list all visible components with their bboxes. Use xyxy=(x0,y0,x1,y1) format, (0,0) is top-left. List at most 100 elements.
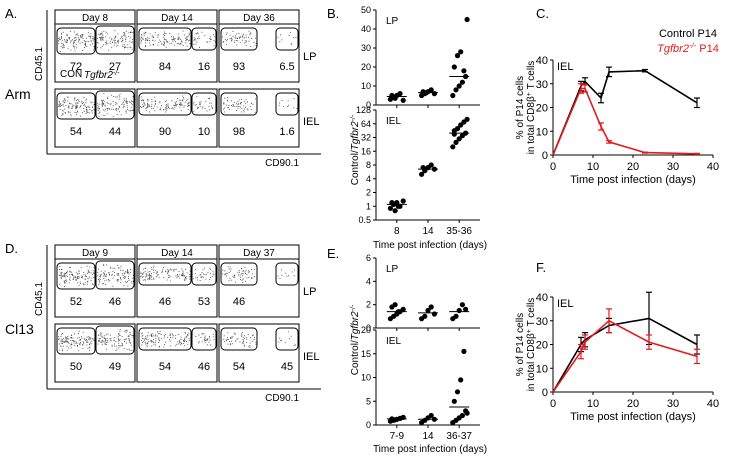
flow-event xyxy=(245,270,247,272)
flow-event xyxy=(154,103,156,105)
flow-event xyxy=(74,98,76,99)
flow-event xyxy=(188,102,190,103)
flow-event xyxy=(67,37,69,39)
flow-event xyxy=(86,281,88,283)
flow-event xyxy=(65,100,66,102)
flow-event xyxy=(243,341,245,342)
flow-event xyxy=(98,275,100,277)
flow-event xyxy=(195,269,197,271)
flow-event xyxy=(62,339,64,341)
flow-event xyxy=(109,40,111,42)
gate-percent-con: 54 xyxy=(233,361,245,373)
flow-event xyxy=(90,277,92,279)
flow-event xyxy=(62,104,64,105)
flow-event xyxy=(143,102,145,104)
data-point xyxy=(428,412,434,419)
flow-event xyxy=(195,39,197,41)
flow-event xyxy=(117,40,119,42)
data-point xyxy=(428,162,434,168)
flow-event xyxy=(214,36,216,38)
flow-event xyxy=(153,343,155,345)
flow-event xyxy=(151,336,153,338)
flow-event xyxy=(183,279,185,281)
flow-event xyxy=(183,97,184,99)
flow-event xyxy=(98,339,100,341)
data-point xyxy=(392,208,398,214)
y-tick-label: 20 xyxy=(361,62,371,72)
flow-event xyxy=(142,338,144,340)
flow-event xyxy=(77,33,78,35)
gate-right xyxy=(275,327,299,351)
flow-event xyxy=(195,336,197,337)
flow-event xyxy=(293,98,295,100)
flow-event xyxy=(89,266,91,268)
flow-event xyxy=(98,106,100,108)
flow-event xyxy=(142,279,144,281)
flow-event xyxy=(181,268,183,270)
flow-event xyxy=(177,275,178,277)
flow-event xyxy=(246,338,248,340)
flow-event xyxy=(204,274,206,275)
flow-event xyxy=(104,108,106,110)
flow-event xyxy=(248,272,250,274)
flow-event xyxy=(102,102,104,104)
gate-percent-con: 54 xyxy=(70,126,82,138)
flow-event xyxy=(176,343,178,345)
flow-event xyxy=(141,344,143,346)
flow-event xyxy=(154,40,156,42)
flow-event xyxy=(98,341,100,343)
flow-event xyxy=(83,110,85,112)
flow-event xyxy=(76,278,78,280)
y-tick-label: 0 xyxy=(542,387,548,399)
flow-event xyxy=(193,39,195,40)
flow-event xyxy=(142,272,144,274)
flow-event xyxy=(109,274,110,276)
flow-event xyxy=(228,280,230,282)
flow-event xyxy=(84,275,86,277)
flow-event xyxy=(80,282,81,284)
flow-event xyxy=(99,282,101,284)
flow-event xyxy=(62,100,64,102)
flow-event xyxy=(74,37,76,39)
flow-event xyxy=(143,272,145,274)
flow-event xyxy=(64,282,66,284)
flow-event xyxy=(87,111,89,113)
flow-event xyxy=(152,39,154,41)
flow-event xyxy=(91,110,93,111)
flow-event xyxy=(98,278,100,280)
flow-event xyxy=(145,273,147,275)
flow-event xyxy=(241,273,243,275)
flow-event xyxy=(242,33,244,35)
flow-event xyxy=(231,39,233,41)
flow-event xyxy=(63,341,65,343)
gate-percent-con: 46 xyxy=(233,296,245,308)
flow-event xyxy=(236,33,238,35)
flow-event xyxy=(290,335,292,337)
flow-event xyxy=(238,99,240,101)
flow-event xyxy=(237,105,239,107)
flow-event xyxy=(105,42,107,44)
flow-event xyxy=(83,103,85,105)
flow-event xyxy=(173,39,175,41)
y-axis-label: % of P14 cells xyxy=(515,76,526,139)
flow-event xyxy=(106,108,108,109)
flow-event xyxy=(141,333,143,335)
flow-event xyxy=(167,268,169,270)
flow-event xyxy=(230,268,232,270)
flow-event xyxy=(169,280,171,282)
flow-event xyxy=(144,279,146,280)
flow-event xyxy=(289,338,290,340)
flow-event xyxy=(167,274,169,276)
flow-event xyxy=(233,102,235,103)
x-axis-label: Time post infection (days) xyxy=(373,240,487,251)
flow-event xyxy=(84,284,86,285)
flow-event xyxy=(124,276,126,278)
flow-event xyxy=(65,105,67,106)
flow-event xyxy=(198,36,200,38)
flow-event xyxy=(112,116,114,118)
flow-plot-frame xyxy=(136,23,218,83)
flow-event xyxy=(243,37,245,39)
flow-event xyxy=(291,271,293,273)
flow-event xyxy=(117,44,119,46)
flow-event xyxy=(184,277,186,279)
